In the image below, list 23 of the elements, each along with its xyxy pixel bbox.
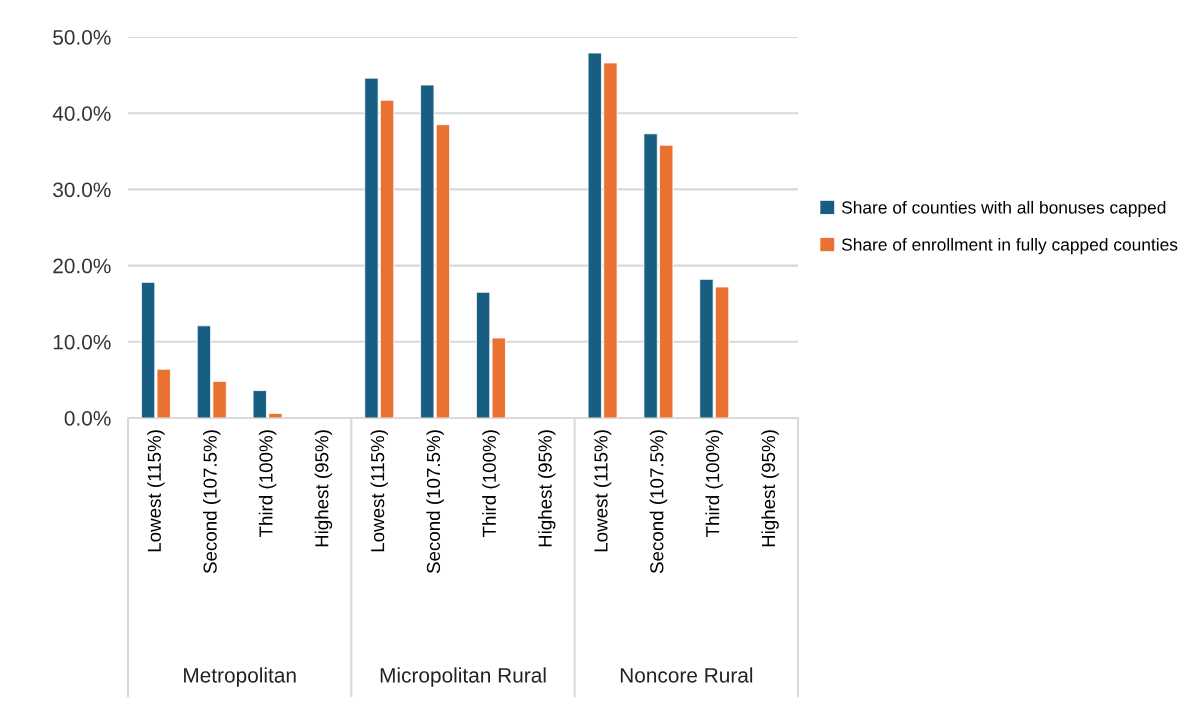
x-tick-label: Second (107.5%): [426, 430, 444, 574]
y-tick-label: 30.0%: [53, 182, 111, 198]
x-tick-label: Highest (95%): [761, 430, 779, 547]
y-tick-label: 10.0%: [53, 334, 111, 350]
y-tick-label: 50.0%: [53, 30, 111, 45]
x-tick-label: Lowest (115%): [147, 430, 165, 552]
text: Micropolitan Rural: [380, 667, 546, 687]
x-tick-label: Lowest (115%): [593, 430, 612, 552]
x-tick-label: Highest (95%): [538, 430, 556, 547]
x-tick-label: Lowest (115%): [370, 430, 388, 552]
text: Metropolitan: [184, 667, 296, 687]
x-tick-label: Third (100%): [258, 430, 277, 538]
legend-label: Share of enrollment in fully capped counties: [841, 238, 1178, 255]
x-tick-label: Third (100%): [482, 430, 500, 538]
x-tick-label: Second (107.5%): [649, 430, 668, 574]
x-tick-label: Second (107.5%): [203, 430, 221, 574]
legend-label: Share of counties with all bonuses capped: [841, 200, 1166, 218]
x-tick-label: Third (100%): [705, 430, 723, 538]
text: Noncore Rural: [620, 667, 753, 683]
y-tick-label: 0.0%: [64, 411, 111, 426]
x-tick-label: Highest (95%): [314, 430, 333, 547]
y-tick-label: 20.0%: [53, 258, 111, 274]
y-tick-label: 40.0%: [52, 106, 111, 121]
